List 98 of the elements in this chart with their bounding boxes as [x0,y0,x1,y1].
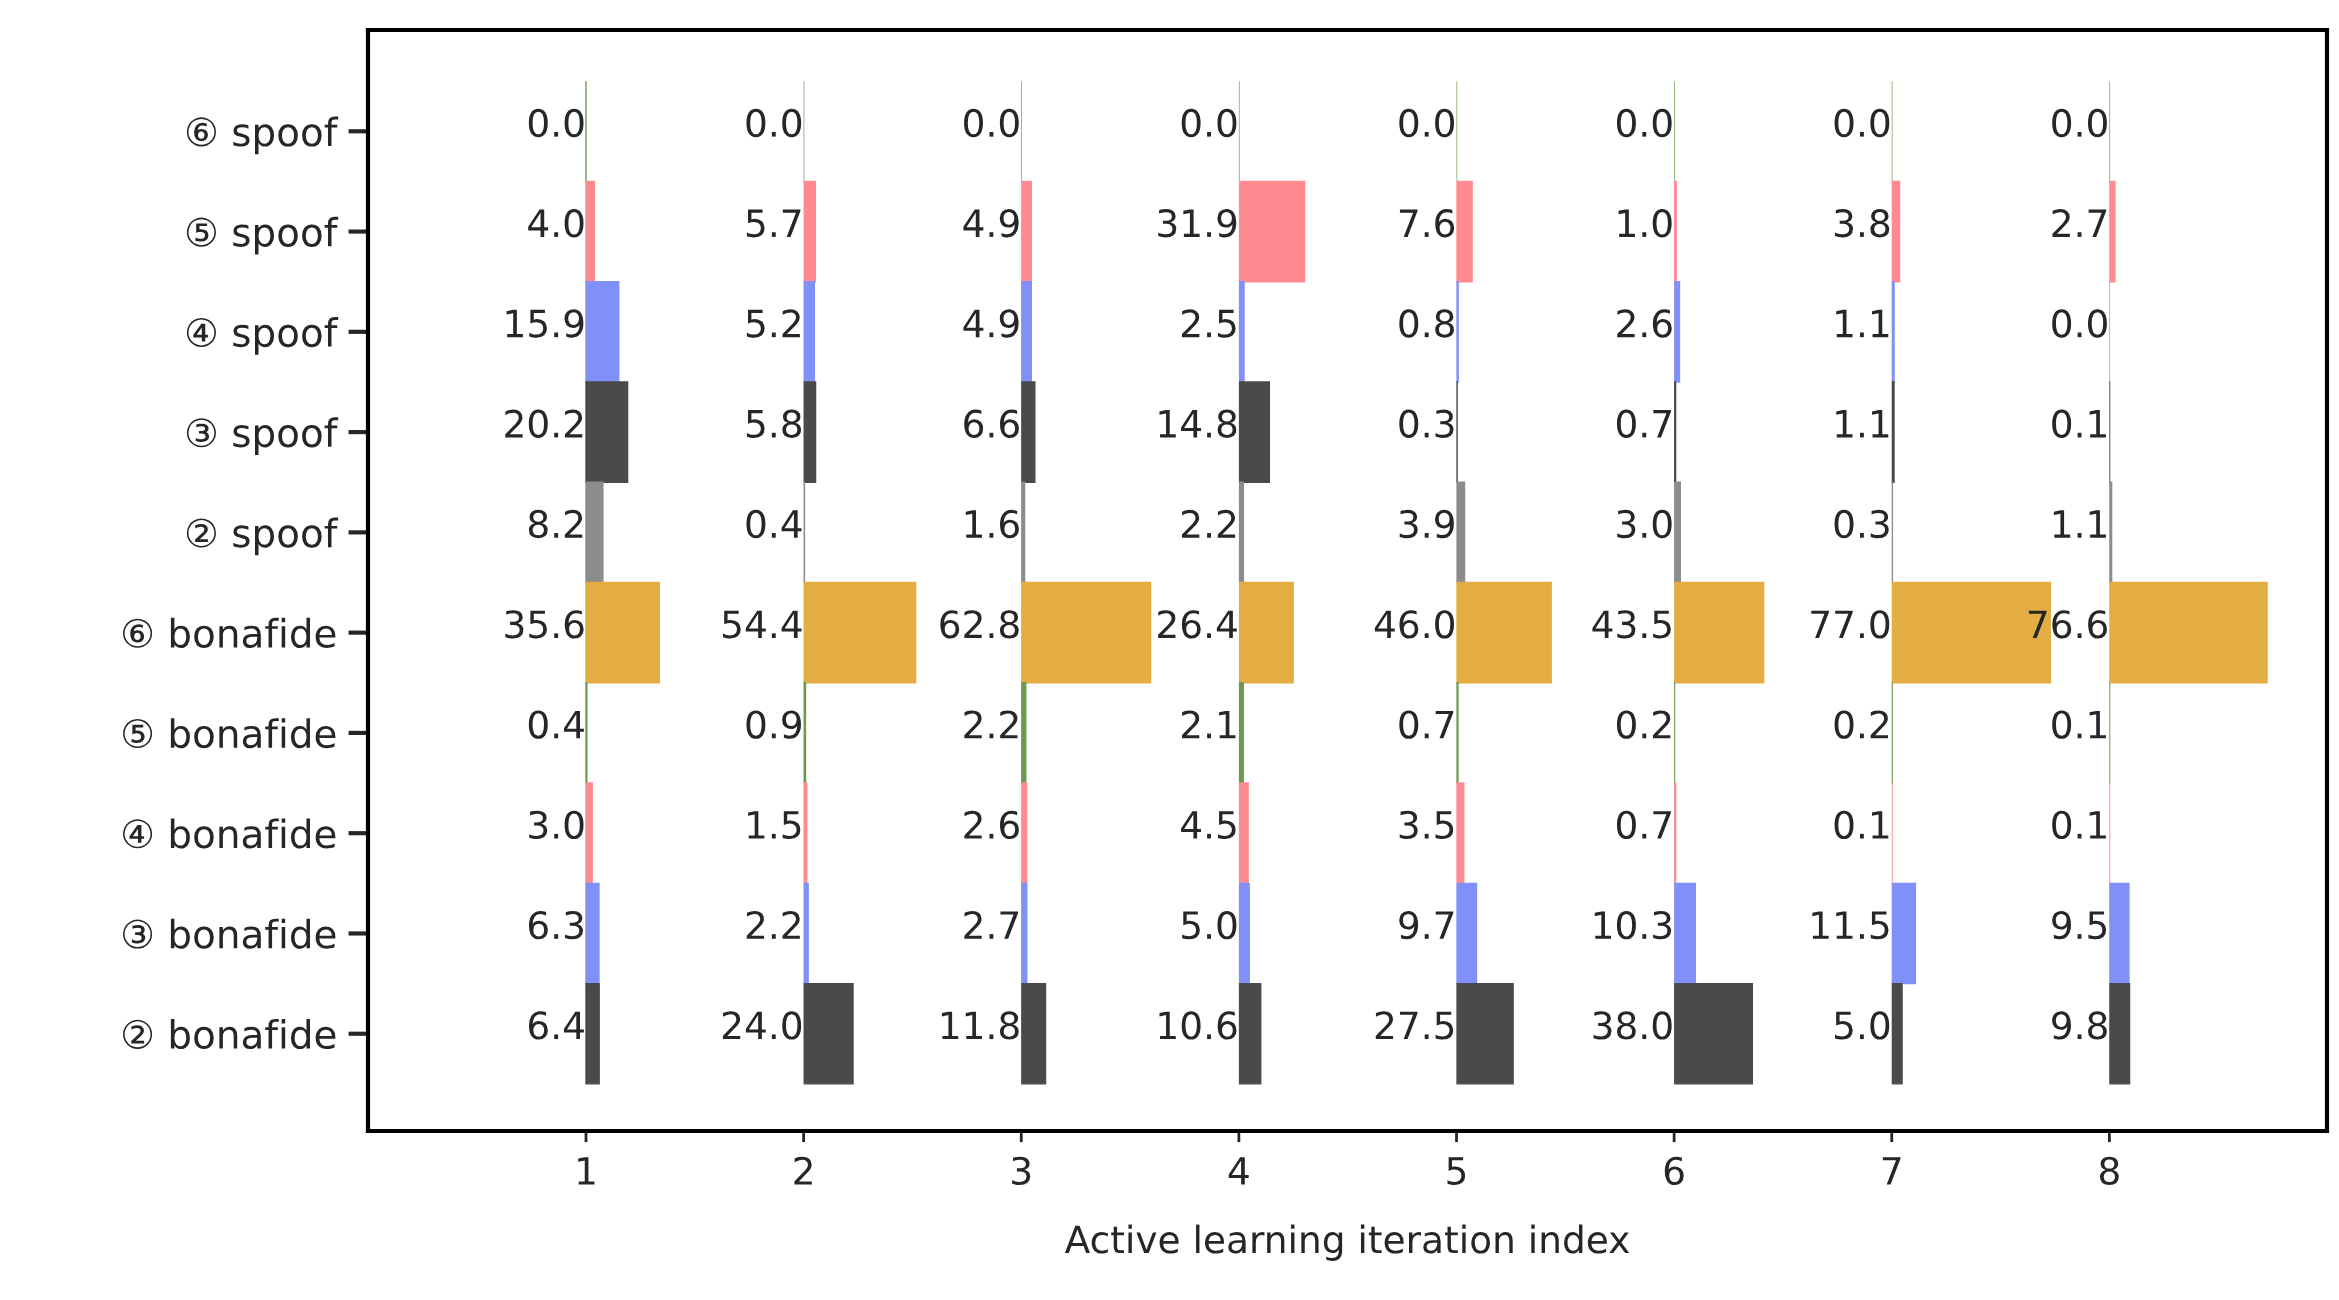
data-label: 27.5 [1375,1011,1454,1040]
data-label: 0.2 [1834,710,1888,739]
data-label: 43.5 [1592,610,1671,639]
data-label: 2.6 [964,810,1019,840]
data-label: 0.7 [1616,810,1671,840]
y-tick-label: ③ spoof [186,417,339,455]
text: 5 [1447,1157,1466,1186]
y-tick-label: ⑤ bonafide [123,718,336,749]
data-label: 0.4 [528,710,584,739]
data-label: 0.0 [964,108,1019,138]
data-label: 0.2 [1616,710,1671,739]
data-label: 9.7 [1399,910,1454,940]
data-label: 54.4 [723,610,802,639]
data-label: 0.1 [2052,409,2106,438]
data-label: 2.1 [1181,710,1236,739]
data-label: 0.0 [528,108,584,138]
data-label: 0.7 [1399,710,1454,739]
text: 7 [1882,1157,1901,1185]
data-label: 0.1 [2052,810,2106,840]
text: 1 [578,1157,595,1185]
data-label: 0.8 [1399,309,1454,338]
data-label: 9.5 [2052,910,2107,940]
data-label: 2.2 [746,910,800,939]
data-label: 5.8 [746,409,802,438]
data-label: 24.0 [722,1011,802,1040]
data-label: 7.6 [1399,209,1455,238]
data-label: 0.3 [1834,509,1889,539]
text: 4 [1228,1157,1249,1185]
data-label: 5.7 [746,209,801,238]
y-tick-label: ② spoof [186,517,339,556]
data-label: 2.2 [1181,509,1236,538]
data-label: 0.0 [2052,309,2107,338]
text: 6 [1664,1156,1684,1186]
data-label: 0.4 [746,509,802,539]
data-label: 2.2 [964,710,1018,739]
data-label: 0.0 [1616,108,1672,138]
data-label: 2.5 [1181,309,1236,338]
data-label: 3.0 [529,810,584,840]
data-label: 10.3 [1594,910,1672,940]
data-label: 38.0 [1593,1011,1672,1040]
text: 8 [2099,1156,2119,1186]
data-label: 0.1 [1834,810,1889,840]
data-label: 0.7 [1616,409,1671,438]
data-label: 26.4 [1158,610,1237,639]
data-label: 0.9 [746,710,801,739]
data-label: 0.0 [1399,108,1455,138]
data-label: 9.8 [2052,1011,2107,1040]
data-label: 5.0 [1835,1011,1890,1040]
data-label: 3.9 [1399,509,1454,539]
data-label: 2.6 [1617,309,1672,338]
data-label: 20.2 [505,409,583,438]
data-label: 1.1 [2053,510,2106,538]
data-label: 3.5 [1399,810,1454,840]
data-label: 62.8 [940,610,1019,639]
x-axis-title: Active learning iteration index [1064,1224,1630,1261]
data-label: 4.0 [528,209,584,238]
data-label: 0.0 [746,108,802,138]
data-label: 0.0 [2052,108,2107,138]
data-label: 0.0 [1181,108,1237,138]
data-label: 4.9 [963,309,1019,338]
data-label: 6.6 [964,409,1019,438]
data-label: 1.6 [965,509,1019,539]
data-label: 2.7 [964,910,1019,939]
data-label: 5.2 [746,309,800,338]
y-tick-label: ③ bonafide [123,918,336,949]
text: 2 [794,1156,812,1185]
data-label: 35.6 [505,610,584,639]
data-label: 0.3 [1399,409,1454,438]
data-label: 3.0 [1617,509,1672,539]
y-tick-label: ⑥ bonafide [123,617,336,648]
y-tick-label: ⑤ spoof [186,216,339,255]
data-label: 31.9 [1158,209,1237,238]
data-label: 1.1 [1836,410,1889,438]
y-tick-label: ⑥ spoof [186,116,339,155]
data-label: 2.7 [2052,209,2107,237]
data-label: 14.8 [1159,409,1237,438]
data-label: 1.1 [1836,309,1889,338]
data-label: 5.0 [1182,910,1237,940]
data-label: 6.4 [528,1011,584,1040]
data-label: 11.5 [1812,911,1889,940]
data-label: 0.1 [2052,710,2106,739]
y-tick-label: ④ bonafide [123,818,336,849]
text: 3 [1012,1156,1031,1186]
data-label: 4.5 [1181,811,1236,840]
y-tick-label: ④ spoof [186,317,339,355]
data-label: 15.9 [506,309,584,338]
data-label: 0.0 [1834,108,1890,138]
data-label: 4.9 [963,209,1019,238]
data-label: 77.0 [1811,610,1890,639]
data-label: 8.2 [528,509,583,539]
data-label: 1.5 [748,811,801,840]
data-label: 1.0 [1618,209,1672,238]
data-label: 10.6 [1159,1011,1237,1040]
data-label: 6.3 [528,910,583,940]
data-label: 11.8 [941,1011,1019,1040]
data-label: 3.8 [1834,209,1890,238]
y-tick-label: ② bonafide [123,1018,336,1050]
data-label: 46.0 [1374,610,1455,639]
